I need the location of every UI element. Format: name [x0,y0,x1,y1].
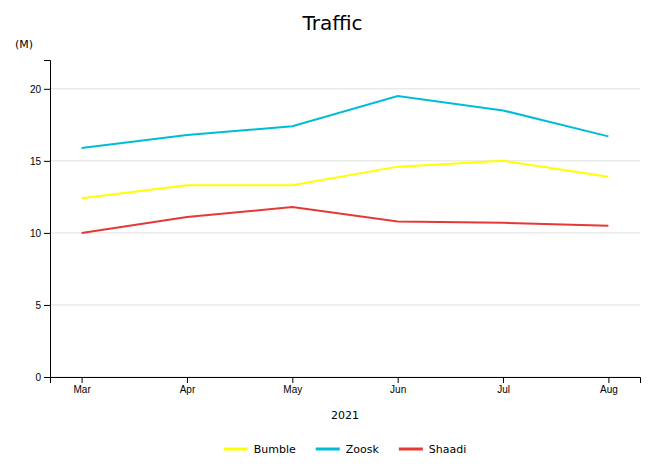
plot: 0 5 10 15 20 Mar Apr May Jun Jul Aug [30,61,641,396]
x-axis-line [51,378,641,384]
x-tick-mark [82,377,83,383]
x-tick-label: May [283,384,302,395]
x-tick-label: Jul [497,384,510,395]
grid [50,89,640,377]
x-tick: Jun [390,377,406,395]
legend-swatch [399,448,423,451]
y-axis: 0 5 10 15 20 [30,61,51,383]
x-tick-mark [503,377,504,383]
x-tick-mark [608,377,609,383]
lines [82,96,609,233]
chart: 0 5 10 15 20 Mar Apr May Jun Jul Aug Traffic (M) 2021… [0,0,665,472]
legend-item: Zoosk [316,443,380,456]
y-tick-label: 20 [30,84,42,95]
legend-item: Shaadi [399,443,466,456]
title: Traffic [301,11,362,35]
series-line [82,207,609,233]
x-tick-mark [187,377,188,383]
series-line [82,96,609,148]
x-tick-label: Jun [390,384,406,395]
legend: Bumble Zoosk Shaadi [224,443,467,456]
series-line [82,161,609,198]
y-tick-mark [44,161,50,162]
x-axis-label: 2021 [331,409,359,422]
x-tick-mark [398,377,399,383]
x-tick: Jul [497,377,510,395]
x-tick-label: Apr [180,384,196,395]
x-tick-label: Mar [73,384,91,395]
y-tick: 5 [35,300,50,311]
y-tick-label: 15 [30,156,42,167]
grid-line [50,232,640,233]
y-tick: 10 [30,228,50,239]
legend-swatch [224,448,248,451]
legend-label: Zoosk [346,443,380,456]
x-axis: Mar Apr May Jun Jul Aug [51,377,641,395]
y-tick-label: 0 [35,372,41,383]
x-tick: Aug [600,377,618,395]
x-tick-label: Aug [600,384,618,395]
x-tick: Mar [73,377,91,395]
y-tick-mark [44,89,50,90]
legend-label: Bumble [254,443,296,456]
y-tick: 20 [30,84,50,95]
y-tick-label: 5 [35,300,41,311]
legend-item: Bumble [224,443,296,456]
legend-swatch [316,448,340,451]
y-tick: 15 [30,156,50,167]
x-tick: May [283,377,302,395]
y-tick: 0 [35,372,50,383]
y-axis-label: (M) [15,38,33,51]
x-tick: Apr [180,377,196,395]
y-tick-mark [44,305,50,306]
y-tick-label: 10 [30,228,42,239]
legend-label: Shaadi [429,443,466,456]
y-tick-mark [44,233,50,234]
grid-line [50,88,640,89]
x-tick-mark [292,377,293,383]
y-tick-mark [44,377,50,378]
grid-line [50,304,640,305]
grid-line [50,160,640,161]
y-axis-line [44,61,51,378]
